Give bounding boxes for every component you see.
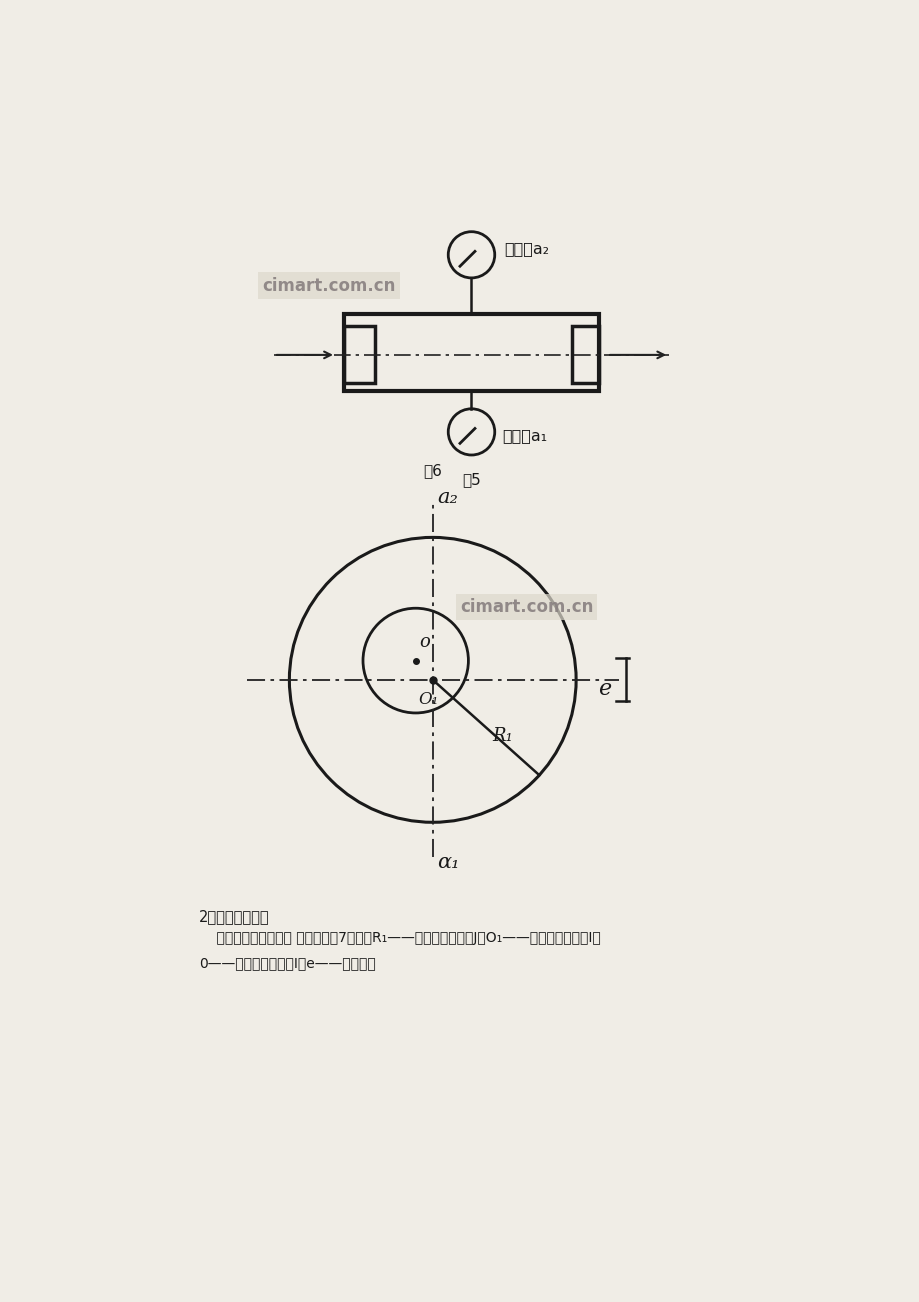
Text: a₂: a₂ [437, 487, 458, 506]
Text: 根据径向跳动概念， 作公差带图7。图中R₁——被测圆柱面半径J；O₁——被测圆柱面圆心I；: 根据径向跳动概念， 作公差带图7。图中R₁——被测圆柱面半径J；O₁——被测圆柱… [199, 931, 600, 945]
Text: R₁: R₁ [492, 728, 513, 746]
Text: e: e [597, 678, 611, 700]
Text: 图5: 图5 [461, 473, 481, 487]
Text: 图6: 图6 [423, 464, 442, 478]
Text: o: o [418, 633, 429, 651]
Text: O₁: O₁ [418, 691, 438, 708]
Text: cimart.com.cn: cimart.com.cn [460, 598, 593, 616]
Text: α₁: α₁ [437, 853, 460, 872]
Text: cimart.com.cn: cimart.com.cn [262, 276, 395, 294]
Text: 指示器a₁: 指示器a₁ [502, 428, 547, 443]
Text: 0——基准圆柱面圆心I；e——偏心距。: 0——基准圆柱面圆心I；e——偏心距。 [199, 956, 375, 970]
Text: 2、径向跳动误差: 2、径向跳动误差 [199, 910, 269, 924]
Text: 指示器a₂: 指示器a₂ [504, 241, 549, 256]
